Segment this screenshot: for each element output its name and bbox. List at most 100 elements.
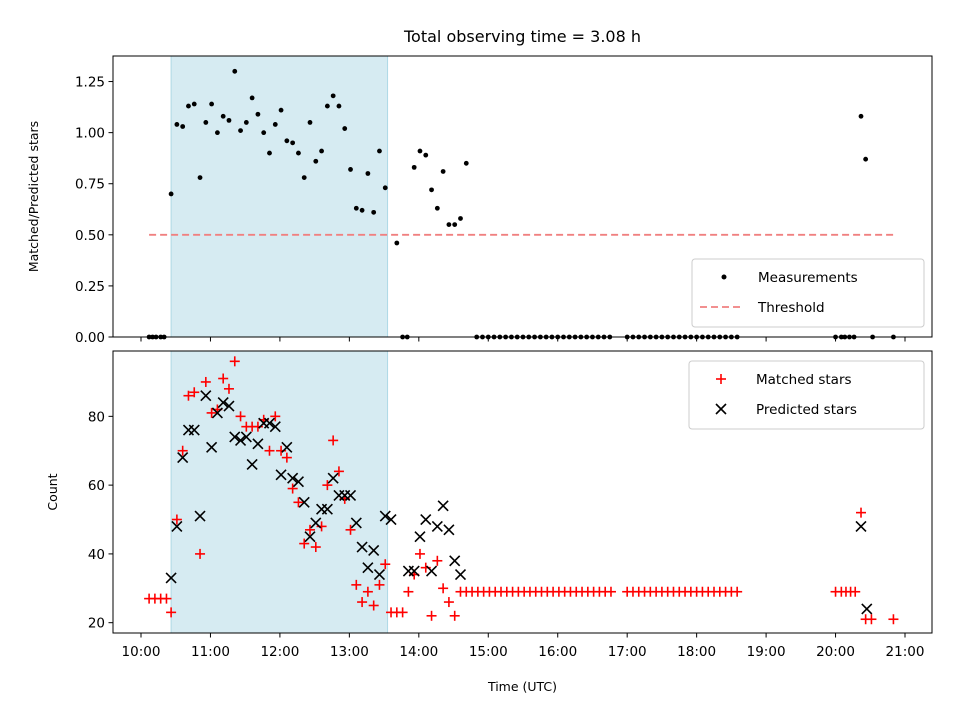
measurement-point <box>180 124 186 129</box>
cross-b <box>362 562 374 574</box>
matched-point <box>362 586 373 597</box>
measurement-point <box>191 101 197 107</box>
legend-predicted-marker <box>715 403 727 415</box>
matched-point <box>432 555 443 566</box>
bottom-legend: Matched stars Predicted stars <box>688 360 925 430</box>
predicted-point <box>194 510 206 522</box>
legend-measurements-label: Measurements <box>758 270 858 286</box>
bottom-x-ticks: 10:00 11:00 12:00 13:00 14:00 15:00 16:00 17:00… <box>122 633 924 660</box>
measurement-point <box>232 68 238 74</box>
measurement-point <box>296 150 301 156</box>
predicted-point <box>200 390 212 402</box>
bottom-x-tick-label: 13:00 <box>330 644 369 660</box>
cross-b <box>373 568 386 581</box>
measurement-point <box>290 140 296 146</box>
matched-point <box>305 524 316 535</box>
bottom-y-ticks: 20 40 60 80 <box>88 409 113 632</box>
matched-point <box>223 383 234 394</box>
cross-b <box>287 472 299 484</box>
predicted-point <box>356 541 368 553</box>
matched-point <box>281 452 292 463</box>
predicted-point <box>420 513 432 526</box>
predicted-point <box>229 431 241 443</box>
cross-b <box>246 458 258 471</box>
measurement-point <box>353 205 359 211</box>
bottom-x-tick-label: 20:00 <box>816 644 855 660</box>
measurement-point <box>267 150 272 156</box>
cross-b <box>165 572 177 584</box>
predicted-point <box>263 417 276 429</box>
measurement-point <box>174 122 180 127</box>
matched-point <box>866 614 877 625</box>
measurement-point <box>336 103 342 109</box>
cross-b <box>454 568 467 581</box>
predicted-point <box>246 458 258 471</box>
measurement-point <box>307 120 313 125</box>
bottom-y-axis-label: Count <box>45 473 60 510</box>
top-x-ticks <box>140 337 906 342</box>
measurement-point <box>278 107 284 113</box>
matched-point <box>888 614 899 625</box>
cross-b <box>275 469 287 481</box>
bottom-x-tick-label: 12:00 <box>260 644 299 660</box>
matched-point <box>200 376 211 387</box>
matched-point <box>605 586 616 597</box>
legend-plus-glyph <box>716 374 726 384</box>
cross-b <box>194 510 206 522</box>
bottom-x-tick-label: 11:00 <box>191 644 230 660</box>
cross-b <box>269 421 281 433</box>
predicted-point <box>287 472 299 484</box>
measurement-point <box>255 111 261 117</box>
matched-point <box>287 483 298 494</box>
matched-point <box>229 356 240 367</box>
predicted-point <box>408 565 420 577</box>
legend-x-glyph <box>715 403 727 415</box>
top-y-tick-label: 1.25 <box>75 75 105 91</box>
measurement-point <box>261 130 267 136</box>
cross-b <box>379 510 391 522</box>
legend-matched-label: Matched stars <box>756 372 852 388</box>
matched-point <box>357 597 368 608</box>
matched-point <box>189 387 200 398</box>
predicted-point <box>362 562 374 574</box>
predicted-point <box>211 407 223 419</box>
predicted-point <box>414 531 426 543</box>
cross-b <box>449 555 461 567</box>
predicted-point <box>223 400 235 412</box>
measurement-point <box>858 113 864 119</box>
matched-point <box>171 514 182 525</box>
cross-b <box>437 500 449 512</box>
measurement-point <box>429 187 434 193</box>
matched-point <box>310 542 321 553</box>
matched-point <box>449 610 460 621</box>
predicted-point <box>344 489 357 502</box>
measurement-point <box>463 160 469 166</box>
predicted-point <box>449 555 461 567</box>
measurement-point <box>272 122 278 127</box>
bottom-plot-frame <box>112 350 933 634</box>
matched-point <box>443 597 454 608</box>
measurement-point <box>203 120 209 125</box>
legend-threshold-label: Threshold <box>757 300 825 316</box>
bottom-x-tick-label: 17:00 <box>608 644 647 660</box>
cross-b <box>855 520 867 532</box>
bottom-legend-box <box>688 360 925 430</box>
measurement-point <box>313 158 319 164</box>
measurement-point <box>394 240 400 246</box>
matched-point <box>270 411 281 422</box>
predicted-point <box>454 568 467 581</box>
cross-b <box>327 472 339 484</box>
matched-point <box>264 445 275 456</box>
cross-b <box>177 452 189 464</box>
top-legend: Measurements Threshold <box>691 258 925 328</box>
predicted-point <box>350 517 362 529</box>
predicted-point <box>431 520 443 532</box>
top-shaded-span <box>170 55 389 338</box>
measurement-point <box>371 209 377 215</box>
matched-points <box>144 356 899 625</box>
bottom-x-tick-label: 19:00 <box>747 644 786 660</box>
cross-b <box>414 531 426 543</box>
cross-b <box>304 531 316 543</box>
